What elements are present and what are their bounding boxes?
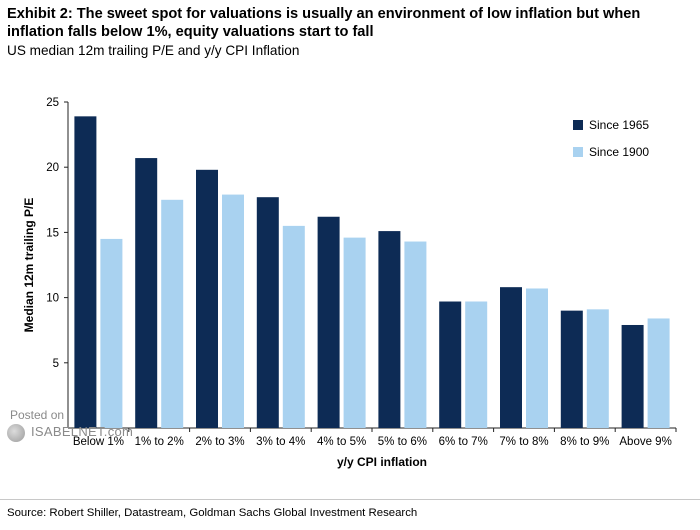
bar-since-1900 [526, 288, 548, 428]
bar-since-1965 [378, 231, 401, 428]
bar-since-1965 [500, 287, 522, 428]
bar-since-1900 [343, 237, 366, 428]
x-tick-label: Below 1% [73, 436, 124, 448]
bar-since-1900 [161, 199, 184, 428]
watermark-site: ISABELNET.com [31, 424, 134, 439]
bar-since-1900 [404, 241, 427, 428]
legend-label: Since 1965 [589, 118, 649, 132]
y-tick-label: 5 [53, 358, 59, 370]
y-tick-label: 10 [46, 293, 59, 305]
y-axis-title: Median 12m trailing P/E [22, 198, 36, 333]
chart-title: Exhibit 2: The sweet spot for valuations… [7, 6, 641, 40]
x-tick-label: 8% to 9% [560, 436, 609, 448]
source-note: Source: Robert Shiller, Datastream, Gold… [7, 507, 418, 519]
bar-since-1900 [222, 194, 244, 428]
bar-since-1900 [465, 301, 488, 428]
bar-since-1900 [100, 238, 123, 428]
x-tick-label: 5% to 6% [378, 436, 427, 448]
x-tick-label: Above 9% [619, 436, 671, 448]
x-tick-label: 1% to 2% [135, 436, 184, 448]
x-tick-label: 3% to 4% [256, 436, 305, 448]
legend-swatch [573, 147, 583, 157]
bar-since-1965 [256, 197, 279, 428]
y-tick-label: 15 [46, 227, 59, 239]
y-tick-label: 20 [46, 162, 59, 174]
bar-since-1965 [74, 116, 97, 429]
footer-divider [0, 499, 700, 500]
bar-since-1900 [647, 318, 670, 428]
x-tick-label: 4% to 5% [317, 436, 366, 448]
legend-swatch [573, 120, 583, 130]
bar-since-1965 [621, 324, 644, 428]
bar-since-1965 [135, 158, 158, 428]
x-tick-label: 7% to 8% [499, 436, 548, 448]
bar-since-1965 [317, 216, 340, 428]
x-tick-label: 2% to 3% [195, 436, 244, 448]
watermark-posted-on: Posted on [10, 408, 65, 422]
y-tick-label: 25 [46, 97, 59, 109]
watermark-logo-icon [7, 424, 25, 442]
bar-since-1900 [586, 309, 609, 428]
bar-since-1965 [196, 169, 218, 429]
bar-since-1965 [560, 310, 583, 428]
x-axis-title: y/y CPI inflation [337, 455, 427, 469]
chart-subtitle: US median 12m trailing P/E and y/y CPI I… [7, 43, 300, 58]
legend-label: Since 1900 [589, 145, 649, 159]
bar-since-1900 [282, 225, 305, 428]
x-tick-label: 6% to 7% [439, 436, 488, 448]
bar-since-1965 [439, 301, 462, 428]
bar-chart: 5 10 15 20 25 Below 1% 1% to 2% 2% to 3% 3% to 4… [22, 97, 677, 469]
